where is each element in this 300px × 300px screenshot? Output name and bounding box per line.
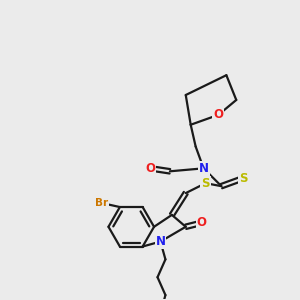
Text: O: O bbox=[213, 108, 224, 121]
Text: O: O bbox=[145, 162, 155, 175]
Text: S: S bbox=[201, 177, 210, 190]
Text: N: N bbox=[155, 235, 166, 248]
Text: Br: Br bbox=[95, 198, 109, 208]
Text: S: S bbox=[239, 172, 248, 185]
Text: O: O bbox=[196, 216, 207, 229]
Text: N: N bbox=[199, 162, 208, 175]
